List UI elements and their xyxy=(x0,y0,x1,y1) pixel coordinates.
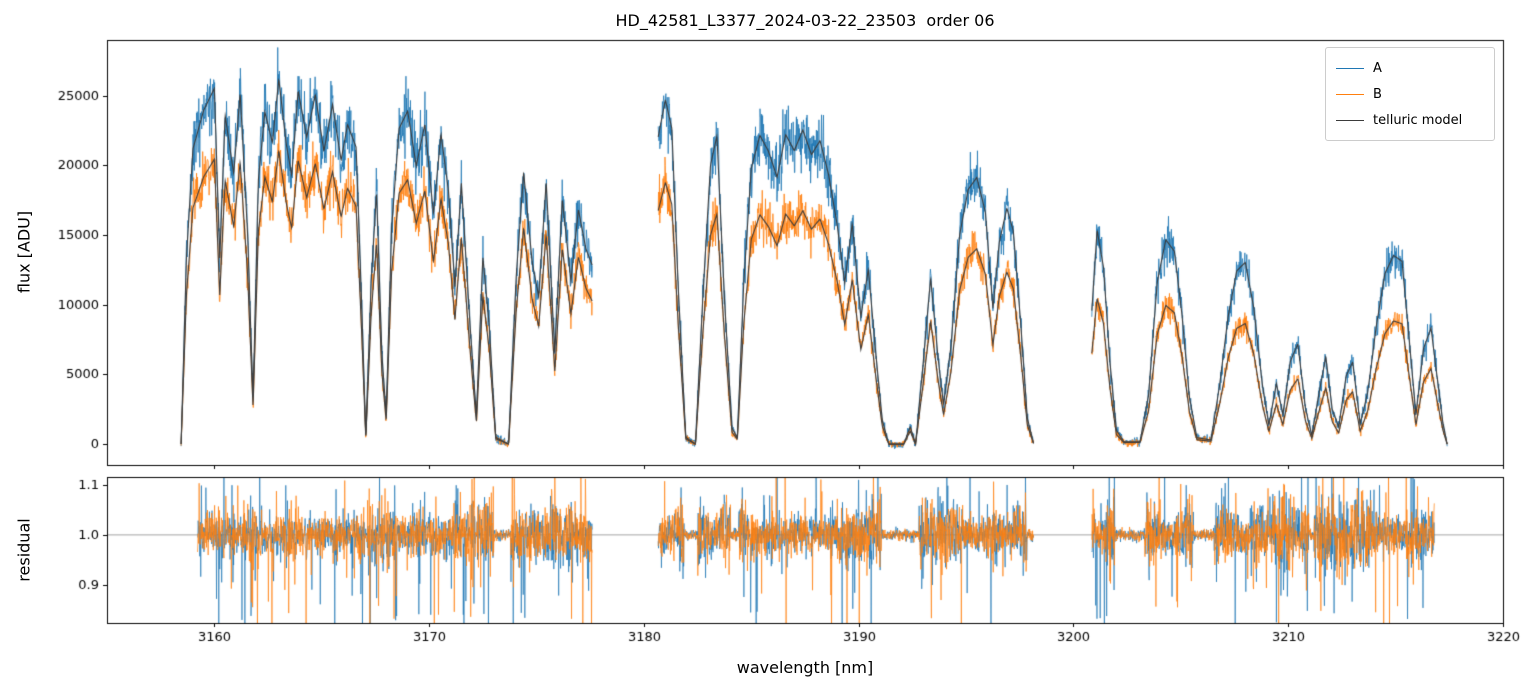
legend-item: A xyxy=(1336,55,1484,81)
legend-line-swatch xyxy=(1336,119,1364,121)
legend-line-swatch xyxy=(1336,67,1364,69)
x-axis-label: wavelength [nm] xyxy=(736,658,874,677)
plot-title: HD_42581_L3377_2024-03-22_23503 order 06 xyxy=(615,11,995,30)
flux-axis-label: flux [ADU] xyxy=(14,210,34,294)
legend-item-label: telluric model xyxy=(1373,112,1463,128)
legend-item: telluric model xyxy=(1336,107,1484,133)
legend-item-label: B xyxy=(1373,86,1382,102)
residual-axis-label: residual xyxy=(14,518,34,582)
legend-item-label: A xyxy=(1373,60,1382,76)
legend-line-swatch xyxy=(1336,93,1364,95)
legend-item: B xyxy=(1336,81,1484,107)
